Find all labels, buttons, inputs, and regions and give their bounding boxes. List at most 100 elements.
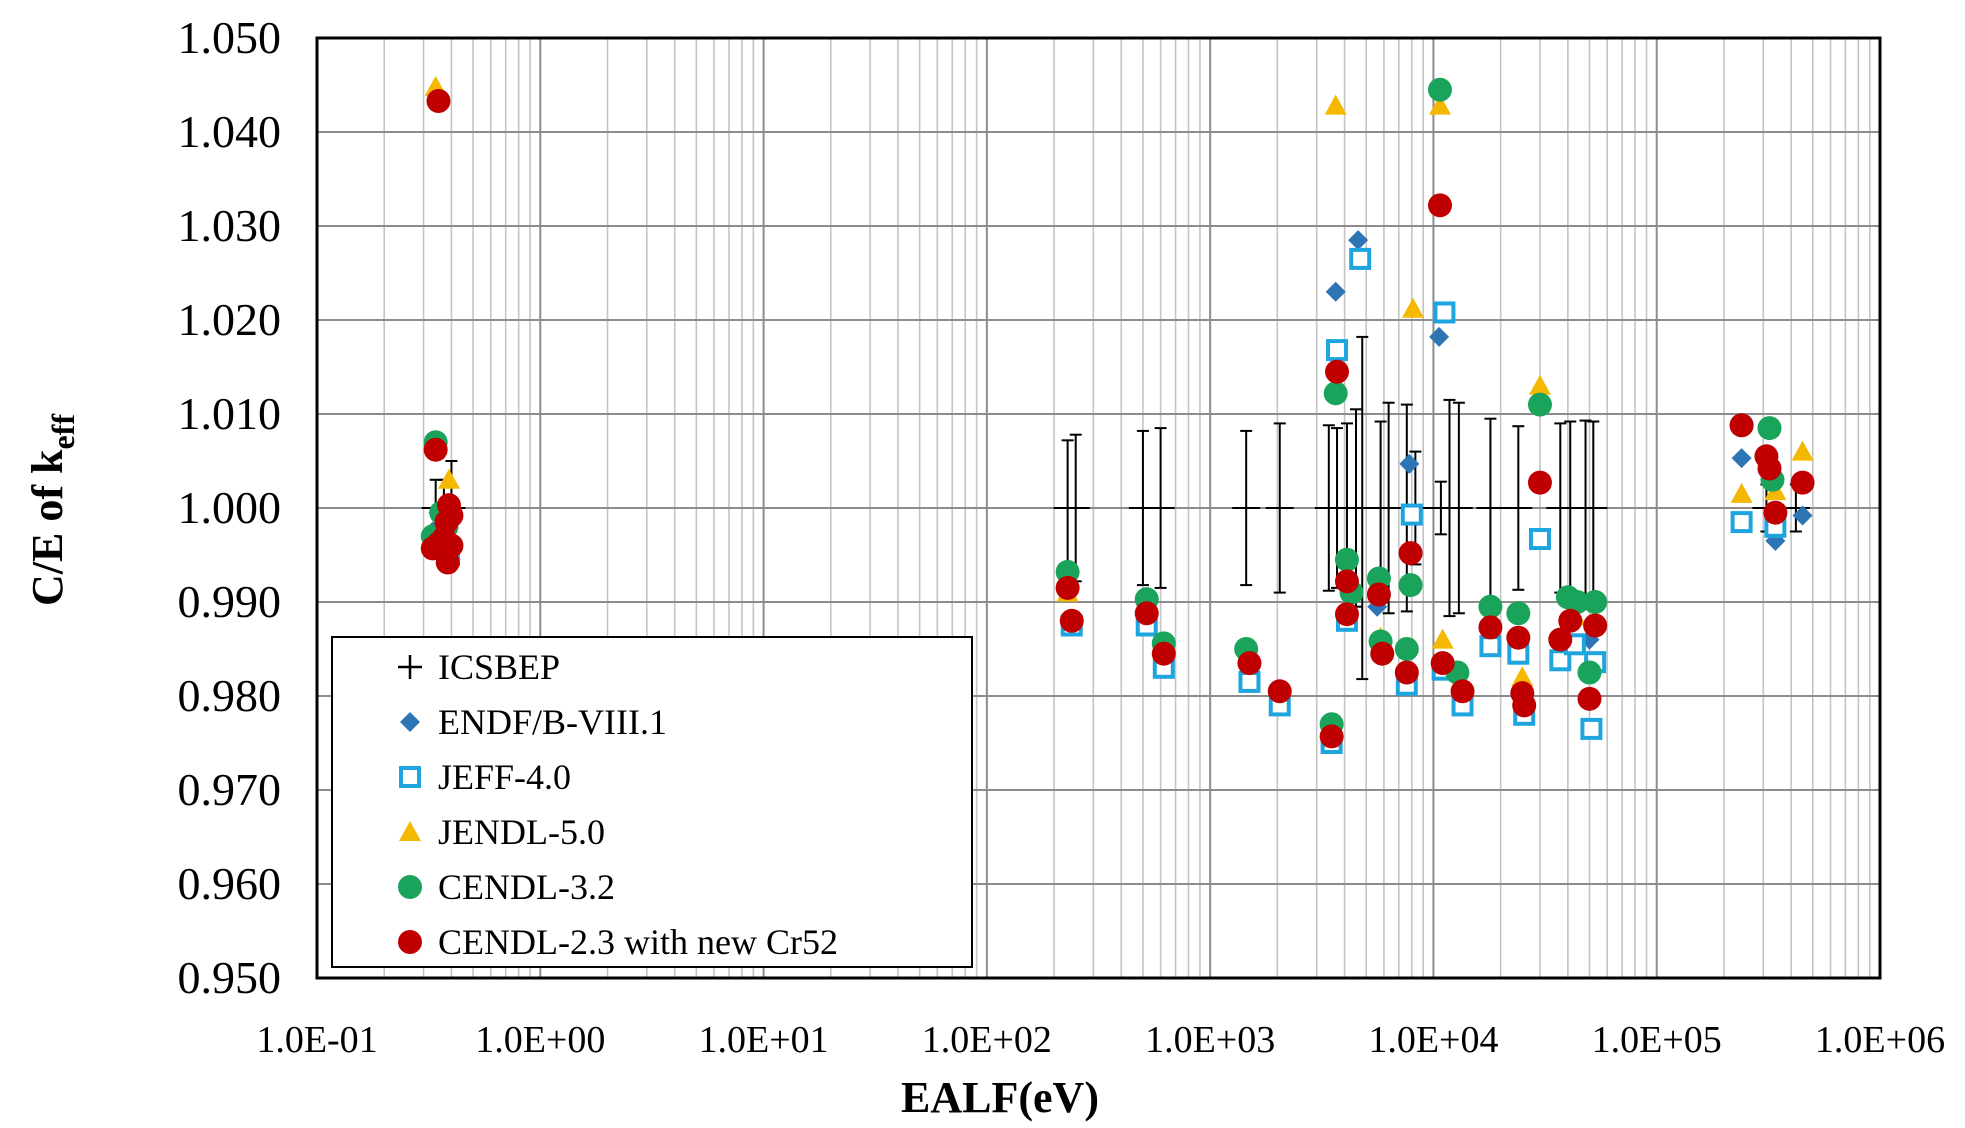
legend-marker — [398, 655, 422, 679]
data-point — [1731, 448, 1752, 469]
x-axis-tick-labels: 1.0E-01 1.0E+00 1.0E+01 1.0E+02 1.0E+03 1.0E+… — [256, 1019, 1945, 1061]
legend-item: CENDL-2.3 with new Cr52 — [398, 922, 838, 962]
data-point — [1577, 686, 1602, 711]
data-point — [1479, 635, 1502, 658]
y-tick-label: 1.020 — [178, 294, 282, 345]
data-point — [1506, 625, 1531, 650]
data-point — [1763, 500, 1788, 525]
x-tick-label: 1.0E+05 — [1592, 1019, 1722, 1061]
data-point — [1334, 569, 1359, 594]
data-point — [1528, 374, 1551, 395]
data-point — [1757, 456, 1782, 481]
data-point — [1478, 615, 1503, 640]
legend-marker — [398, 930, 422, 954]
y-axis-title-subscript: eff — [45, 414, 81, 450]
data-point — [1450, 679, 1475, 704]
data-point — [1506, 601, 1531, 626]
legend-marker — [400, 712, 420, 732]
data-point — [1334, 547, 1359, 572]
data-point — [1319, 724, 1344, 749]
data-point — [1577, 660, 1602, 685]
data-point — [1401, 297, 1424, 318]
data-point — [1528, 528, 1551, 551]
data-point — [1323, 381, 1348, 406]
legend-label: ENDF/B-VIII.1 — [438, 702, 667, 742]
data-point — [1792, 505, 1813, 526]
data-point — [1325, 281, 1346, 302]
y-tick-label: 0.980 — [178, 670, 282, 721]
data-point — [1548, 627, 1573, 652]
data-point — [1134, 601, 1159, 626]
data-point — [1429, 326, 1450, 347]
data-point — [1583, 613, 1608, 638]
data-point — [1580, 717, 1603, 740]
icsbep-point — [1146, 427, 1175, 589]
x-axis-title: EALF(eV) — [901, 1073, 1099, 1122]
legend-item: ENDF/B-VIII.1 — [400, 702, 667, 742]
legend-box — [331, 636, 973, 968]
data-point — [1431, 628, 1454, 649]
legend-marker — [398, 875, 422, 899]
data-point — [1527, 392, 1552, 417]
legend-label: JEFF-4.0 — [438, 757, 571, 797]
y-tick-label: 1.030 — [178, 200, 282, 251]
icsbep-point — [1444, 401, 1473, 615]
icsbep-point — [1504, 425, 1533, 591]
data-points — [420, 75, 1815, 754]
legend-item: JEFF-4.0 — [399, 757, 571, 797]
data-point — [1730, 511, 1753, 534]
legend-item: JENDL-5.0 — [399, 812, 605, 852]
data-point — [1427, 193, 1452, 218]
legend-marker — [399, 821, 421, 841]
x-tick-label: 1.0E+01 — [698, 1019, 828, 1061]
data-point — [1394, 637, 1419, 661]
data-point — [439, 533, 464, 558]
y-tick-label: 1.040 — [178, 106, 282, 157]
plot-area-frame — [315, 36, 1882, 980]
data-point — [1334, 602, 1359, 627]
y-axis-title: C/E of keff — [23, 414, 81, 606]
legend-label: JENDL-5.0 — [438, 812, 605, 852]
x-tick-label: 1.0E+03 — [1145, 1019, 1275, 1061]
y-tick-label: 0.960 — [178, 858, 282, 909]
x-tick-label: 1.0E+04 — [1368, 1019, 1498, 1061]
data-point — [1325, 359, 1350, 384]
data-point — [1370, 641, 1395, 666]
data-point — [1730, 482, 1753, 503]
legend-item: ICSBEP — [398, 647, 560, 687]
data-point — [1366, 582, 1391, 607]
y-tick-label: 1.050 — [178, 12, 282, 63]
legend-label: CENDL-3.2 — [438, 867, 615, 907]
legend: ICSBEP ENDF/B-VIII.1 JEFF-4.0 JENDL-5.0 CEND… — [331, 636, 973, 968]
data-point — [1558, 608, 1583, 633]
data-point — [1583, 590, 1608, 614]
data-point — [1398, 541, 1423, 566]
data-point — [1478, 594, 1503, 619]
data-point — [426, 88, 451, 113]
y-tick-label: 1.000 — [178, 482, 282, 533]
data-point — [1151, 641, 1176, 666]
data-point — [1512, 693, 1537, 718]
data-point — [1433, 301, 1456, 324]
x-tick-label: 1.0E+02 — [922, 1019, 1052, 1061]
legend-item: CENDL-3.2 — [398, 867, 615, 907]
data-point — [1729, 413, 1754, 438]
data-point — [423, 437, 448, 462]
data-point — [1428, 94, 1451, 115]
data-point — [1398, 573, 1423, 598]
data-point — [1055, 575, 1080, 600]
y-axis-tick-labels: 0.950 0.960 0.970 0.980 0.990 1.000 1.010 1.020… — [178, 12, 282, 1003]
data-point — [1527, 470, 1552, 495]
y-tick-label: 0.970 — [178, 764, 282, 815]
data-point — [1757, 416, 1782, 441]
legend-marker — [399, 766, 421, 788]
data-point — [1324, 94, 1347, 115]
data-point — [1791, 440, 1814, 461]
icsbep-point — [1128, 429, 1157, 587]
data-point — [1237, 651, 1262, 676]
data-point — [1565, 590, 1590, 614]
icsbep-point — [1265, 422, 1294, 594]
icsbep-point — [1232, 429, 1261, 587]
